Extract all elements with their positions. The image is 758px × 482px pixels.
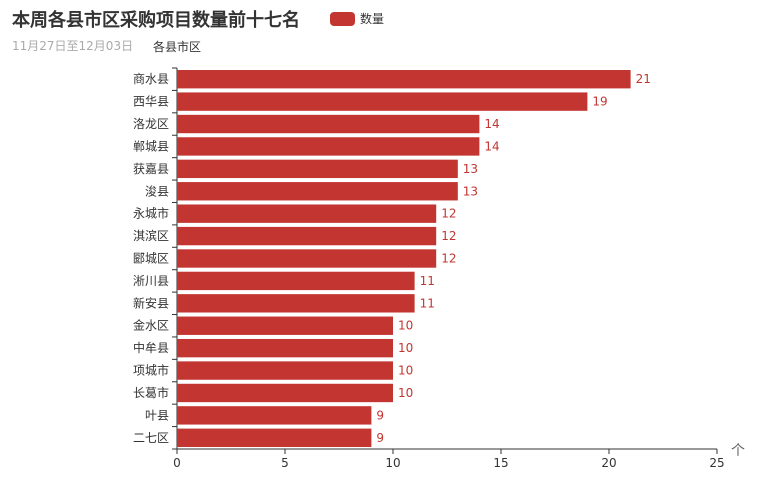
bar[interactable] <box>177 406 372 425</box>
bar[interactable] <box>177 92 588 111</box>
bar[interactable] <box>177 204 437 223</box>
x-tick-label: 10 <box>385 456 400 470</box>
bar-value-label: 11 <box>420 296 435 310</box>
x-tick-label: 25 <box>709 456 724 470</box>
y-tick-label: 长葛市 <box>133 385 169 400</box>
bar[interactable] <box>177 294 415 313</box>
bar[interactable] <box>177 114 480 134</box>
legend-item-quantity[interactable]: 数量 <box>330 10 384 27</box>
bar[interactable] <box>177 316 393 335</box>
x-tick-label: 5 <box>281 456 289 470</box>
chart-subtitle: 11月27日至12月03日 <box>12 39 134 53</box>
y-tick-label: 淇滨区 <box>133 228 169 243</box>
bar[interactable] <box>177 361 393 380</box>
y-tick-label: 项城市 <box>133 363 169 378</box>
bar-value-label: 13 <box>463 162 478 176</box>
y-tick-label: 永城市 <box>133 206 169 221</box>
bar-value-label: 9 <box>376 408 384 422</box>
x-tick-label: 0 <box>173 456 181 470</box>
bar[interactable] <box>177 271 415 291</box>
bar[interactable] <box>177 137 480 156</box>
bar-value-label: 12 <box>441 229 456 243</box>
bar-value-label: 12 <box>441 252 456 266</box>
arrow-up-icon[interactable]: 个 <box>731 443 745 459</box>
y-tick-label: 金水区 <box>133 318 169 333</box>
bar[interactable] <box>177 159 458 179</box>
y-tick-label: 叶县 <box>145 408 169 422</box>
chart-title: 本周各县市区采购项目数量前十七名 <box>12 10 300 31</box>
x-tick-label: 15 <box>493 456 508 470</box>
bar-value-label: 10 <box>398 386 413 400</box>
bar[interactable] <box>177 338 393 358</box>
y-tick-label: 郸城县 <box>133 139 169 153</box>
bar-value-label: 13 <box>463 184 478 198</box>
bar[interactable] <box>177 226 437 246</box>
y-tick-label: 二七区 <box>133 431 169 445</box>
bar-value-label: 11 <box>420 274 435 288</box>
legend-label: 数量 <box>360 12 385 26</box>
y-tick-label: 郾城区 <box>133 252 169 266</box>
bar-value-label: 12 <box>441 207 456 221</box>
bar-value-label: 10 <box>398 364 413 378</box>
bar[interactable] <box>177 249 437 268</box>
bar[interactable] <box>177 70 631 89</box>
y-tick-label: 中牟县 <box>133 340 169 355</box>
bar-value-label: 14 <box>484 139 499 153</box>
x-tick-label: 20 <box>601 456 616 470</box>
y-tick-label: 西华县 <box>133 95 169 109</box>
bar-value-label: 14 <box>484 117 499 131</box>
bar[interactable] <box>177 182 458 201</box>
y-tick-label: 商水县 <box>133 71 169 86</box>
legend-swatch <box>330 11 355 26</box>
y-tick-label: 新安县 <box>133 295 169 310</box>
y-tick-label: 浚县 <box>145 183 169 198</box>
y-tick-label: 洛龙区 <box>133 116 169 131</box>
y-tick-label: 淅川县 <box>133 273 169 288</box>
y-axis-title: 各县市区 <box>153 39 201 54</box>
bar-value-label: 10 <box>398 341 413 355</box>
bar-value-label: 10 <box>398 319 413 333</box>
bar-value-label: 9 <box>376 431 384 445</box>
bar[interactable] <box>177 428 372 447</box>
bar[interactable] <box>177 383 393 403</box>
bar-value-label: 19 <box>592 95 607 109</box>
y-tick-label: 获嘉县 <box>133 162 169 176</box>
bar-value-label: 21 <box>636 72 651 86</box>
